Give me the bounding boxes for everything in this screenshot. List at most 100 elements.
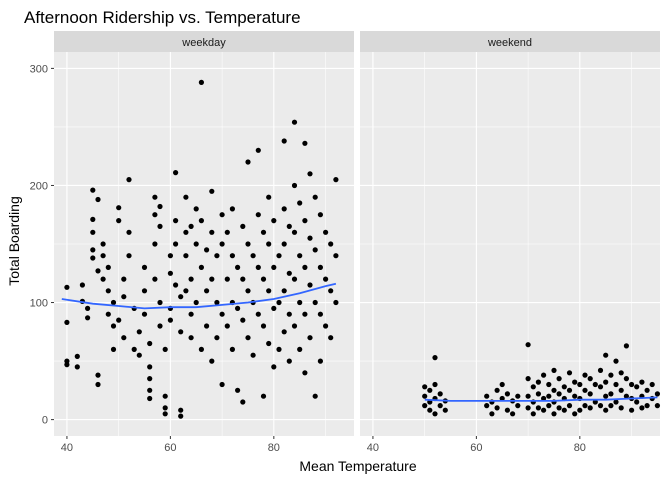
data-point bbox=[204, 247, 210, 253]
data-point bbox=[603, 393, 609, 399]
data-point bbox=[307, 235, 313, 241]
data-point bbox=[556, 405, 562, 411]
data-point bbox=[291, 229, 298, 235]
data-point bbox=[535, 405, 542, 411]
data-point bbox=[629, 381, 635, 388]
data-point bbox=[629, 407, 635, 413]
data-point bbox=[100, 241, 106, 247]
data-point bbox=[64, 319, 70, 325]
facet-panel-weekday: weekday bbox=[54, 31, 354, 436]
data-point bbox=[136, 352, 142, 358]
data-points bbox=[422, 342, 661, 417]
data-point bbox=[90, 247, 96, 253]
data-point bbox=[162, 393, 168, 399]
data-point bbox=[271, 305, 277, 311]
data-point bbox=[566, 403, 573, 409]
data-point bbox=[260, 276, 267, 282]
chart-title: Afternoon Ridership vs. Temperature bbox=[24, 8, 301, 27]
data-point bbox=[572, 393, 578, 399]
data-point bbox=[178, 407, 184, 413]
data-point bbox=[183, 288, 189, 294]
data-point bbox=[85, 315, 91, 321]
data-point bbox=[255, 264, 261, 270]
data-point bbox=[188, 223, 194, 229]
data-point bbox=[634, 384, 640, 390]
data-point bbox=[141, 288, 148, 294]
data-point bbox=[64, 362, 70, 368]
data-point bbox=[198, 346, 204, 352]
data-point bbox=[499, 381, 505, 388]
data-point bbox=[613, 381, 619, 388]
data-point bbox=[235, 387, 241, 393]
data-point bbox=[90, 229, 96, 235]
data-point bbox=[328, 288, 334, 294]
data-point bbox=[432, 411, 438, 417]
data-point bbox=[489, 411, 495, 417]
data-point bbox=[219, 212, 225, 218]
data-point bbox=[302, 140, 308, 146]
data-point bbox=[535, 379, 542, 385]
data-point bbox=[276, 299, 282, 306]
data-point bbox=[240, 276, 246, 282]
data-point bbox=[204, 288, 210, 294]
data-point bbox=[276, 253, 282, 259]
data-point bbox=[224, 229, 230, 235]
data-point bbox=[317, 264, 323, 270]
data-point bbox=[530, 384, 536, 390]
data-point bbox=[95, 196, 101, 203]
data-point bbox=[100, 276, 106, 282]
data-point bbox=[183, 253, 189, 259]
gridlines bbox=[54, 52, 354, 436]
data-point bbox=[525, 342, 531, 348]
data-point bbox=[209, 188, 215, 194]
data-point bbox=[167, 270, 173, 276]
data-point bbox=[126, 229, 132, 235]
data-point bbox=[214, 335, 220, 341]
data-point bbox=[608, 391, 614, 397]
data-point bbox=[152, 212, 158, 218]
data-point bbox=[297, 346, 303, 352]
data-point bbox=[147, 364, 153, 370]
data-point bbox=[556, 391, 562, 397]
data-point bbox=[286, 358, 292, 364]
facet-strip bbox=[360, 31, 660, 52]
data-point bbox=[484, 393, 490, 399]
data-point bbox=[525, 376, 531, 382]
data-point bbox=[157, 223, 163, 229]
x-tick-label: 80 bbox=[268, 442, 280, 454]
data-point bbox=[198, 264, 204, 270]
data-point bbox=[162, 346, 168, 352]
data-point bbox=[525, 405, 531, 411]
data-point bbox=[240, 399, 246, 405]
data-point bbox=[317, 311, 323, 317]
data-point bbox=[229, 346, 235, 352]
facet-panel-weekend: weekend bbox=[360, 31, 661, 436]
data-point bbox=[286, 270, 292, 276]
data-point bbox=[582, 387, 588, 393]
data-point bbox=[297, 299, 303, 306]
data-point bbox=[173, 170, 179, 176]
data-point bbox=[541, 395, 547, 402]
data-point bbox=[255, 311, 261, 317]
data-point bbox=[266, 340, 272, 347]
gridlines bbox=[360, 52, 660, 436]
data-point bbox=[494, 405, 500, 411]
data-point bbox=[281, 138, 287, 144]
y-tick-label: 200 bbox=[30, 180, 48, 192]
data-point bbox=[291, 276, 298, 282]
data-point bbox=[235, 305, 241, 311]
data-point bbox=[214, 299, 220, 306]
data-point bbox=[608, 372, 614, 378]
data-point bbox=[291, 119, 298, 125]
data-point bbox=[173, 218, 179, 224]
data-point bbox=[79, 282, 85, 288]
data-point bbox=[90, 216, 96, 222]
data-point bbox=[152, 194, 158, 200]
data-point bbox=[654, 403, 661, 409]
data-point bbox=[90, 255, 96, 261]
x-tick-label: 60 bbox=[164, 442, 176, 454]
data-point bbox=[95, 381, 101, 388]
data-point bbox=[603, 379, 609, 385]
data-point bbox=[639, 405, 645, 411]
data-point bbox=[147, 387, 153, 393]
